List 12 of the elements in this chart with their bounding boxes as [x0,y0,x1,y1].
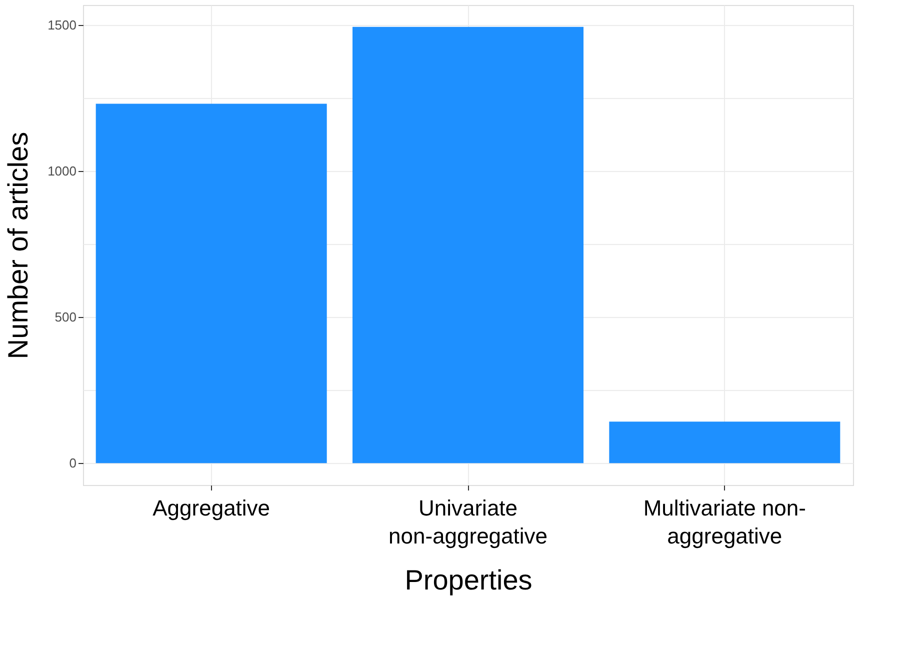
x-axis-title: Properties [404,564,532,596]
y-tick-label: 0 [69,456,76,471]
y-tick-label: 500 [54,310,76,325]
y-axis-title: Number of articles [2,132,34,360]
bar [609,422,840,464]
x-tick-label: Multivariate non- aggregative [643,496,806,548]
bar [352,26,584,464]
x-tick-label: Univariate non-aggregative [388,496,548,548]
y-tick-label: 1000 [48,163,76,178]
x-tick-label: Aggregative [152,496,270,520]
y-tick-label: 1500 [48,17,76,32]
bar [96,104,327,464]
